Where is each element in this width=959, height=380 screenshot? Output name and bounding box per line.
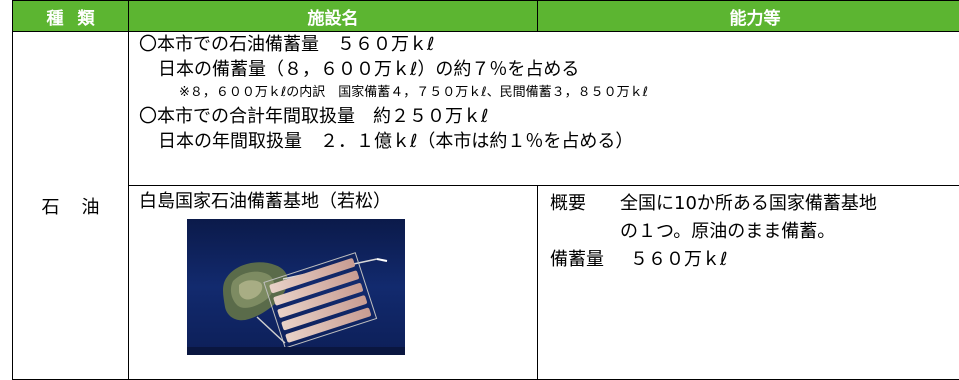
capacity-value: ５６０万ｋℓ (630, 249, 727, 270)
ability-cell: 概要全国に10か所ある国家備蓄基地 の１つ。原油のまま備蓄。 備蓄量 ５６０万ｋℓ (538, 186, 959, 380)
capacity-label: 備蓄量 (550, 249, 604, 270)
ability-overview: 概要全国に10か所ある国家備蓄基地 (550, 190, 959, 218)
summary-cell: 〇本市での石油備蓄量 ５６０万ｋℓ 日本の備蓄量（８，６００万ｋℓ）の約７％を占… (129, 32, 959, 186)
summary-line-annual-handling: 〇本市での合計年間取扱量 約２５０万ｋℓ (139, 104, 959, 129)
summary-line-national-share: 日本の備蓄量（８，６００万ｋℓ）の約７％を占める (139, 57, 959, 82)
oil-facility-table: 種類 施設名 能力等 石油 〇本市での石油備蓄量 ５６０万ｋℓ 日本の備蓄量（８… (12, 0, 959, 380)
facility-cell: 白島国家石油備蓄基地（若松） (129, 186, 538, 380)
aerial-photo-icon (187, 219, 405, 355)
table-row-summary: 石油 〇本市での石油備蓄量 ５６０万ｋℓ 日本の備蓄量（８，６００万ｋℓ）の約７… (13, 32, 959, 186)
overview-text-1: 全国に10か所ある国家備蓄基地 (620, 193, 877, 214)
table-header-row: 種類 施設名 能力等 (13, 1, 959, 32)
header-facility: 施設名 (129, 1, 538, 32)
header-ability: 能力等 (538, 1, 959, 32)
overview-text-2: の１つ。原油のまま備蓄。 (550, 218, 959, 246)
summary-note-breakdown: ※８，６００万ｋℓの内訳 国家備蓄４，７５０万ｋℓ、民間備蓄３，８５０万ｋℓ (139, 82, 959, 104)
header-kind: 種類 (13, 1, 129, 32)
overview-label: 概要 (550, 190, 620, 218)
kind-cell-oil: 石油 (13, 32, 129, 380)
table-row-facility: 白島国家石油備蓄基地（若松） (13, 186, 959, 380)
summary-line-storage: 〇本市での石油備蓄量 ５６０万ｋℓ (139, 32, 959, 57)
summary-line-national-handling: 日本の年間取扱量 ２．１億ｋℓ（本市は約１％を占める） (139, 129, 959, 154)
facility-name: 白島国家石油備蓄基地（若松） (139, 189, 537, 214)
ability-capacity: 備蓄量 ５６０万ｋℓ (550, 246, 959, 274)
